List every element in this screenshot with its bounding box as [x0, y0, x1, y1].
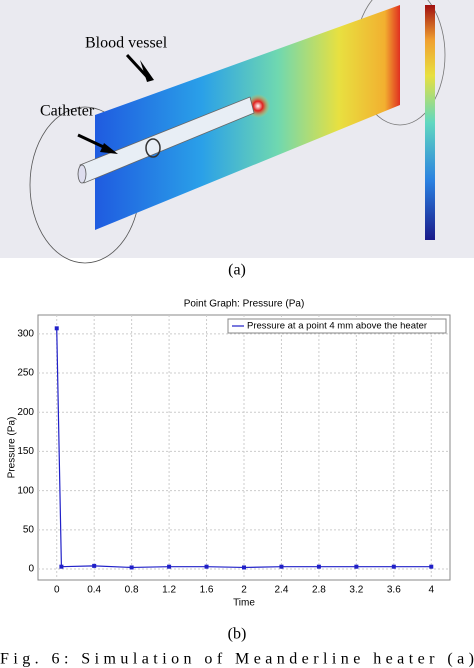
- y-tick-label: 0: [28, 564, 34, 575]
- caption: Fig. 6: Simulation of Meanderline heater…: [0, 651, 474, 668]
- x-tick-label: 0.8: [125, 585, 139, 596]
- x-axis-label: Time: [233, 598, 255, 609]
- y-tick-label: 250: [17, 368, 34, 379]
- point: [279, 564, 284, 569]
- x-tick-label: 0.4: [87, 585, 101, 596]
- simulation-image: Blood vessel Catheter: [0, 0, 474, 264]
- x-tick-label: 2.4: [275, 585, 289, 596]
- y-tick-label: 300: [17, 328, 34, 339]
- x-tick-label: 2.8: [312, 585, 326, 596]
- y-tick-label: 150: [17, 446, 34, 457]
- y-tick-label: 200: [17, 407, 34, 418]
- x-tick-label: 4: [428, 585, 434, 596]
- point: [316, 564, 321, 569]
- x-tick-label: 2: [241, 585, 247, 596]
- point: [204, 564, 209, 569]
- point: [59, 564, 64, 569]
- chart: Point Graph: Pressure (Pa) Time Pressure (…: [0, 290, 474, 620]
- y-axis-label: Pressure (Pa): [7, 417, 18, 479]
- point: [242, 565, 246, 570]
- point: [92, 563, 97, 568]
- point: [391, 564, 396, 569]
- x-tick-label: 1.6: [200, 585, 214, 596]
- annotation: Blood vessel: [85, 35, 168, 52]
- chart-title: Point Graph: Pressure (Pa): [184, 299, 305, 310]
- point: [167, 564, 172, 569]
- point: [429, 564, 434, 569]
- x-tick-label: 3.2: [349, 585, 363, 596]
- subcaption: (a): [228, 262, 246, 279]
- point: [54, 326, 59, 331]
- subcaption: (b): [228, 626, 247, 643]
- point: [129, 565, 134, 570]
- x-tick-label: 3.6: [387, 585, 401, 596]
- y-tick-label: 50: [23, 524, 35, 535]
- point: [354, 564, 359, 569]
- legend: [227, 318, 447, 334]
- line: [56, 328, 432, 569]
- annotation: Catheter: [40, 103, 95, 120]
- x-tick-label: 0: [54, 585, 60, 596]
- x-tick-label: 1.2: [162, 585, 176, 596]
- legend-label: Pressure at a point 4 mm above the heate…: [247, 321, 427, 332]
- y-tick-label: 100: [17, 485, 34, 496]
